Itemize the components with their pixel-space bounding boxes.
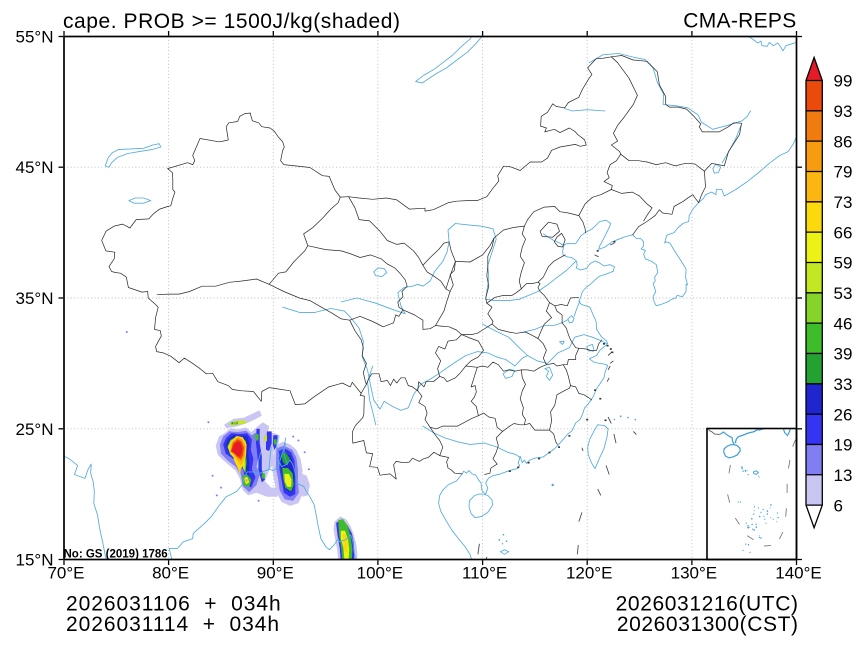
svg-text:80°E: 80°E [152,564,189,583]
svg-text:86: 86 [834,132,853,151]
svg-text:No: GS (2019) 1786: No: GS (2019) 1786 [64,549,168,561]
svg-text:110°E: 110°E [462,564,507,583]
svg-text:140°E: 140°E [775,564,822,583]
svg-text:6: 6 [834,496,843,515]
svg-text:2026031114 + 034h: 2026031114 + 034h [66,613,280,636]
svg-text:15°N: 15°N [16,551,54,570]
svg-text:100°E: 100°E [357,564,404,583]
svg-text:120°E: 120°E [566,564,613,583]
svg-text:45°N: 45°N [16,158,54,177]
svg-text:19: 19 [834,436,853,455]
svg-text:2026031106 + 034h: 2026031106 + 034h [66,593,282,616]
svg-text:13: 13 [834,466,853,485]
svg-text:79: 79 [834,163,853,182]
svg-text:33: 33 [834,375,853,394]
svg-text:39: 39 [834,345,853,364]
svg-text:73: 73 [834,193,853,212]
svg-text:55°N: 55°N [16,28,54,47]
svg-text:2026031216(UTC): 2026031216(UTC) [616,593,799,616]
svg-text:46: 46 [834,314,853,333]
svg-text:66: 66 [834,223,853,242]
svg-text:2026031300(CST): 2026031300(CST) [617,613,799,636]
svg-text:130°E: 130°E [671,564,718,583]
svg-text:CMA-REPS: CMA-REPS [683,10,796,33]
svg-text:99: 99 [834,72,853,91]
svg-text:59: 59 [834,254,853,273]
svg-text:26: 26 [834,405,853,424]
svg-text:70°E: 70°E [47,564,84,583]
svg-text:53: 53 [834,284,853,303]
svg-text:cape. PROB >= 1500J/kg(shaded): cape. PROB >= 1500J/kg(shaded) [63,10,401,33]
svg-text:93: 93 [834,102,853,121]
svg-text:35°N: 35°N [16,289,54,308]
svg-text:90°E: 90°E [257,564,294,583]
svg-text:25°N: 25°N [16,420,54,439]
